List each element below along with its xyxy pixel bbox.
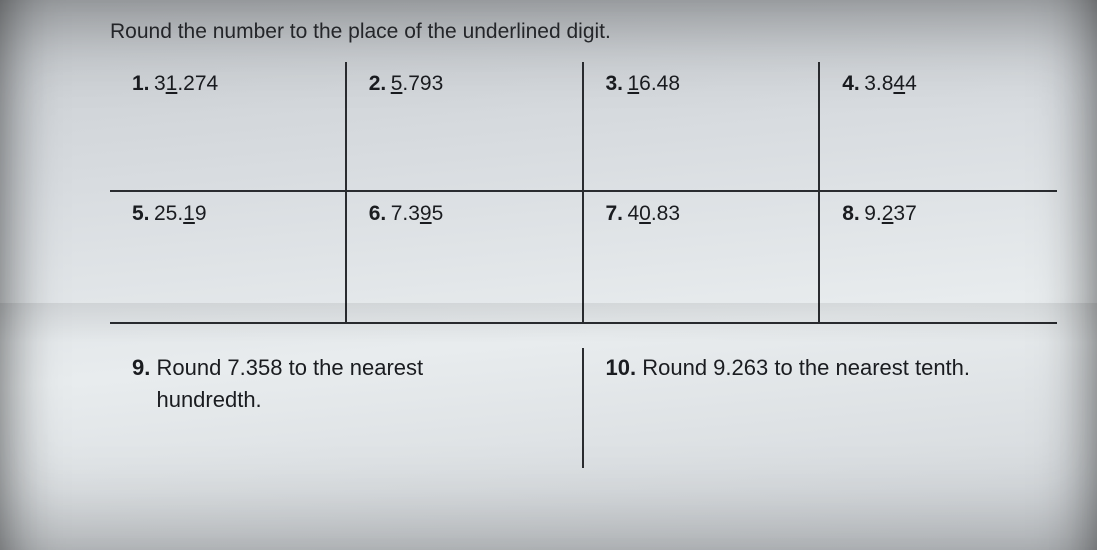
question-cell: 6. 7.395 xyxy=(347,192,584,322)
underlined-digit: 1 xyxy=(166,72,178,95)
questions-grid: 1. 31.274 2. 5.793 3. 16.48 4. 3.844 5. … xyxy=(110,62,1057,324)
question-cell: 8. 9.237 xyxy=(820,192,1057,322)
question-cell: 2. 5.793 xyxy=(347,62,584,192)
underlined-digit: 5 xyxy=(391,72,403,95)
question-cell: 3. 16.48 xyxy=(584,62,821,192)
question-number: 8. xyxy=(842,202,860,225)
question-value: 31.274 xyxy=(154,72,218,95)
question-cell: 7. 40.83 xyxy=(584,192,821,322)
question-number: 2. xyxy=(369,72,387,95)
question-value: 3.844 xyxy=(864,72,917,95)
underlined-digit: 2 xyxy=(882,202,894,225)
question-number: 10. xyxy=(606,355,637,380)
underlined-digit: 4 xyxy=(893,72,905,95)
question-number: 1. xyxy=(132,72,150,95)
question-value: 25.19 xyxy=(154,202,207,225)
question-cell: 5. 25.19 xyxy=(110,192,347,322)
question-number: 9. xyxy=(132,355,150,380)
question-value: 40.83 xyxy=(627,202,680,225)
underlined-digit: 9 xyxy=(420,202,432,225)
question-value: 9.237 xyxy=(864,202,917,225)
word-question-text: 9. Round 7.358 to the nearest 9. hundred… xyxy=(132,352,562,416)
underlined-digit: 1 xyxy=(183,202,195,225)
question-number: 6. xyxy=(369,202,387,225)
word-question-text: 10. Round 9.263 to the nearest tenth. xyxy=(606,352,1038,384)
word-question-cell: 10. Round 9.263 to the nearest tenth. xyxy=(584,348,1058,468)
question-number: 5. xyxy=(132,202,150,225)
question-number: 3. xyxy=(606,72,624,95)
question-value: 16.48 xyxy=(627,72,680,95)
underlined-digit: 1 xyxy=(627,72,639,95)
question-number: 4. xyxy=(842,72,860,95)
word-questions-grid: 9. Round 7.358 to the nearest 9. hundred… xyxy=(110,348,1057,468)
question-cell: 1. 31.274 xyxy=(110,62,347,192)
question-value: 5.793 xyxy=(391,72,444,95)
instruction-text: Round the number to the place of the und… xyxy=(110,20,1057,44)
underlined-digit: 0 xyxy=(639,202,651,225)
question-cell: 4. 3.844 xyxy=(820,62,1057,192)
question-number: 7. xyxy=(606,202,624,225)
word-question-cell: 9. Round 7.358 to the nearest 9. hundred… xyxy=(110,348,584,468)
worksheet-page: Round the number to the place of the und… xyxy=(0,0,1097,468)
question-value: 7.395 xyxy=(391,202,444,225)
